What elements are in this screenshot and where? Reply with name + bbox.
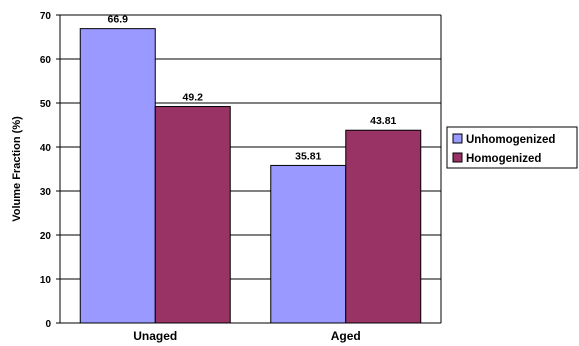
legend: Unhomogenized Homogenized: [446, 126, 578, 169]
bar-homogenized-unaged: [154, 106, 231, 324]
y-tick-label: 20: [40, 231, 52, 242]
data-labels: 66.9 49.2 35.81 43.81: [108, 14, 397, 163]
x-category-labels: Unaged Aged: [133, 329, 361, 343]
y-tick-label: 50: [40, 99, 52, 110]
y-tick-label: 60: [40, 55, 52, 66]
x-category-label: Aged: [331, 329, 361, 343]
bar-unhomogenized-aged: [270, 164, 347, 324]
data-label: 66.9: [108, 14, 129, 26]
data-label: 35.81: [295, 150, 321, 162]
y-axis-title: Volume Fraction (%): [11, 116, 23, 222]
data-label: 49.2: [183, 92, 204, 104]
y-tick-labels: 0 10 20 30 40 50 60 70: [40, 11, 52, 330]
bar-unhomogenized-unaged: [79, 28, 156, 324]
legend-box: [446, 126, 578, 169]
y-tick-label: 70: [40, 11, 52, 22]
legend-swatch: [452, 152, 463, 163]
bars: [79, 28, 422, 324]
bar-homogenized-aged: [345, 129, 422, 324]
data-label: 43.81: [370, 115, 396, 127]
y-tick-label: 40: [40, 143, 52, 154]
y-tick-label: 30: [40, 187, 52, 198]
legend-swatch: [452, 133, 463, 144]
y-tick-label: 0: [45, 319, 51, 330]
legend-label: Unhomogenized: [466, 134, 555, 146]
y-tick-label: 10: [40, 275, 52, 286]
x-category-label: Unaged: [133, 329, 177, 343]
legend-label: Homogenized: [466, 153, 541, 165]
axes: [56, 14, 442, 324]
